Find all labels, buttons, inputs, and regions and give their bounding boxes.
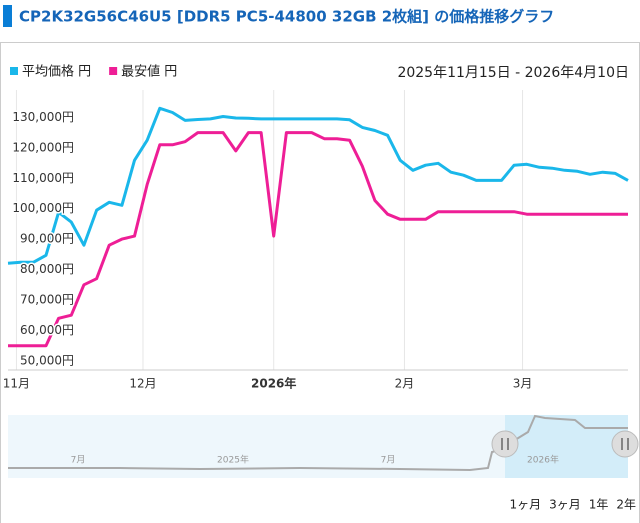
x-tick-label: 2月: [395, 377, 415, 391]
range-button[interactable]: 1ヶ月: [509, 498, 541, 512]
range-button[interactable]: 1年: [589, 498, 609, 512]
series-line: [7, 106, 629, 265]
y-tick-label: 130,000円: [12, 110, 74, 124]
navigator-label: 2025年: [217, 454, 249, 466]
y-tick-label: 80,000円: [20, 262, 74, 276]
legend-swatch: [109, 67, 118, 75]
chart-title: CP2K32G56C46U5 [DDR5 PC5-44800 32GB 2枚組]…: [19, 8, 554, 26]
y-tick-label: 50,000円: [20, 353, 74, 367]
y-tick-label: 100,000円: [12, 201, 74, 215]
range-buttons: 2年 1年 3ヶ月 1ヶ月: [509, 498, 636, 512]
x-tick-label: 3月: [513, 377, 533, 391]
legend-label: 平均価格 円: [22, 64, 91, 80]
y-tick-label: 120,000円: [12, 140, 74, 154]
y-tick-label: 70,000円: [20, 293, 74, 307]
x-tick-label: 12月: [129, 377, 156, 391]
y-tick-label: 60,000円: [20, 323, 74, 337]
x-tick-label: 2026年: [251, 376, 296, 391]
navigator-labels: 7月 2025年 7月 2026年: [71, 454, 559, 466]
handle-grip: [621, 438, 629, 450]
navigator-label: 7月: [71, 455, 86, 466]
navigator-label: 2026年: [527, 454, 559, 466]
x-tick-label: 11月: [3, 377, 30, 391]
legend-swatch: [10, 67, 18, 75]
range-button[interactable]: 3ヶ月: [549, 498, 581, 512]
date-range: 2025年11月15日 - 2026年4月10日: [397, 65, 629, 81]
handle-grip: [501, 438, 509, 450]
navigator-handle[interactable]: [611, 430, 639, 458]
navigator-selection[interactable]: [505, 415, 628, 478]
legend-label: 最安値 円: [121, 64, 177, 80]
y-tick-label: 90,000円: [20, 232, 74, 246]
navigator-handle[interactable]: [491, 430, 519, 458]
series-line: [8, 131, 628, 348]
title-marker: [3, 5, 12, 27]
plot: 11月 12月 2026年 2月 3月 50,000円 60,000円 70,000円 80,0…: [3, 64, 629, 391]
y-tick-label: 110,000円: [12, 171, 74, 185]
navigator-label: 7月: [381, 455, 396, 466]
range-button[interactable]: 2年: [616, 498, 636, 512]
